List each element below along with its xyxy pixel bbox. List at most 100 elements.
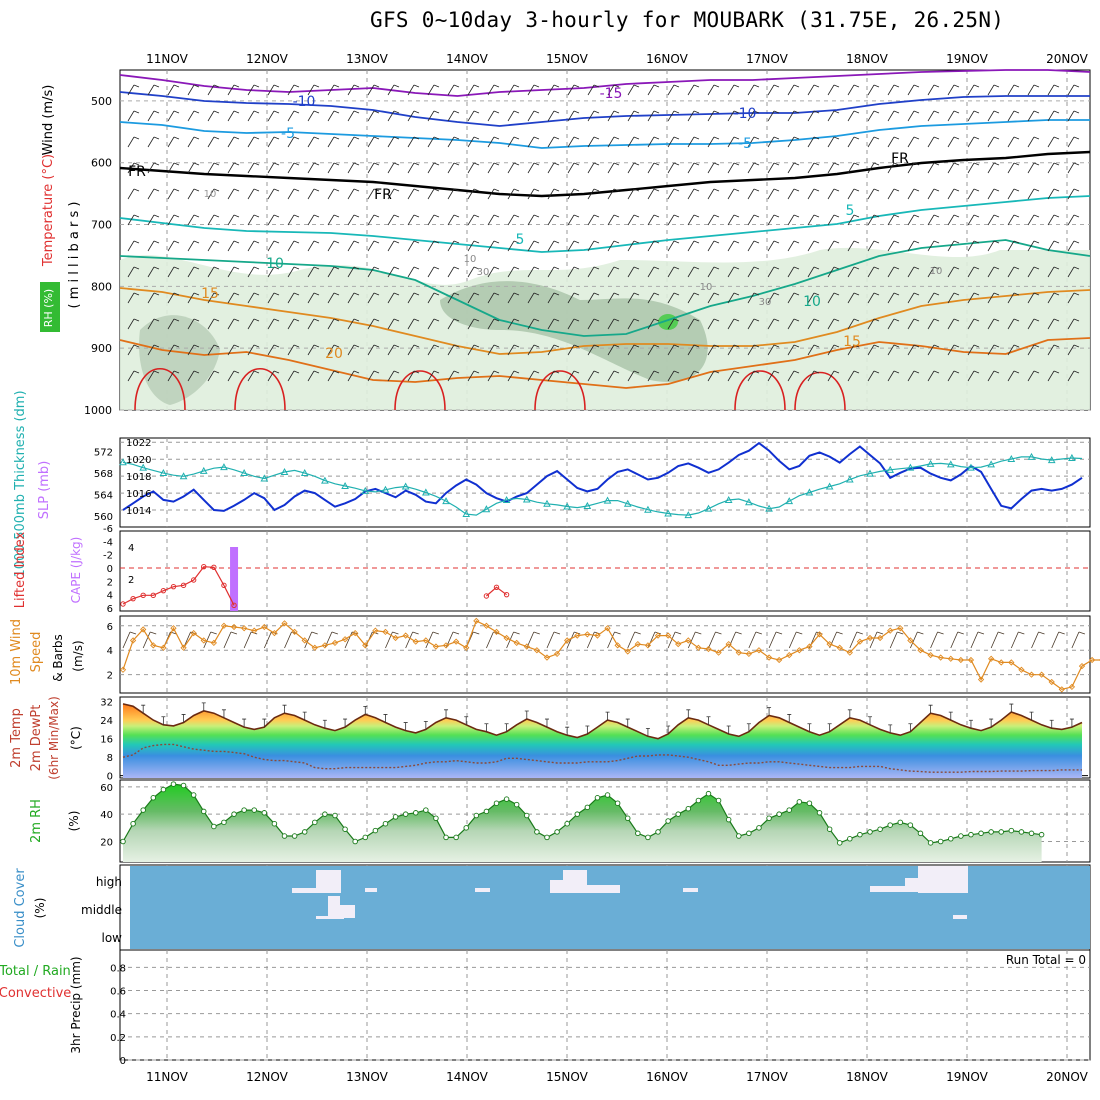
wind-speed-point [957, 656, 964, 664]
wind-barb [287, 292, 300, 304]
wind-barb [127, 188, 140, 200]
wind-barb [487, 240, 500, 252]
temperature-minmax [726, 725, 731, 735]
wind-barb [727, 266, 740, 278]
wind-speed-point [281, 620, 288, 627]
wind-barb [527, 214, 540, 226]
wind-barb [947, 344, 960, 356]
temperature-contour [119, 69, 1091, 97]
wind10-axis-label-c: & Barbs [51, 634, 65, 682]
wind-barb [1027, 240, 1040, 252]
rh-point [342, 826, 348, 832]
wind-speed-point [321, 642, 329, 649]
wind-barb [127, 370, 140, 382]
rh-point [130, 820, 136, 827]
wind-barb [867, 110, 880, 122]
wind-barb [567, 84, 580, 96]
temperature-minmax [221, 709, 226, 718]
wind-barb [247, 240, 260, 252]
wind-barb [187, 318, 200, 330]
wind-barb [887, 110, 900, 122]
rh-point [412, 810, 419, 816]
wind-barb [627, 370, 640, 382]
thickness-tick-label: 572 [94, 447, 113, 458]
wind-barb [607, 240, 620, 252]
wind-barb [407, 162, 420, 174]
dewpoint-line [122, 743, 1082, 773]
thickness-marker [522, 495, 531, 503]
rh-point [776, 811, 782, 817]
wind-barb [467, 318, 480, 330]
wind-barb [387, 84, 400, 96]
wind-barb [327, 162, 340, 174]
lifted-axis-label: Lifted Index [13, 531, 28, 608]
wind-barb [887, 188, 900, 200]
wind-barb [367, 136, 380, 148]
wind-barb [147, 84, 160, 96]
wind-barb-10m [486, 631, 500, 649]
wind-barb [887, 370, 900, 382]
wind-barb [207, 292, 220, 304]
temperature-minmax [524, 710, 529, 719]
wind-speed-point [1018, 666, 1025, 673]
wind-barb [127, 292, 140, 304]
wind-speed-point [695, 644, 702, 651]
temperature-minmax [706, 716, 711, 725]
wind-barb [907, 318, 920, 330]
wind-barb [547, 188, 560, 200]
wind-barb [1007, 266, 1020, 278]
wind-barb-10m [405, 631, 419, 649]
precip-tick-label: 0.4 [110, 1010, 126, 1021]
wind-barb [1027, 318, 1040, 330]
wind-barb [1067, 214, 1080, 226]
wind-barb [867, 162, 880, 174]
wind-barb [747, 188, 760, 200]
wind-speed-point [452, 638, 460, 645]
wind-speed-point [897, 625, 904, 632]
temperature-minmax [666, 725, 671, 735]
wind-barb [467, 136, 480, 148]
wind-barb [747, 318, 760, 330]
temperature-axis-label: Temperature (°C) [41, 154, 56, 267]
rh-point [271, 820, 278, 827]
rh-point [877, 826, 883, 832]
temperature-fill [123, 703, 1082, 778]
wind-barb [327, 370, 340, 382]
wind-barb [267, 266, 280, 278]
temperature-contour [119, 91, 1090, 127]
temperature-contour [119, 337, 1091, 389]
wind-barb-10m [223, 631, 238, 649]
lifted-index-point [211, 564, 217, 571]
wind-barb [1047, 214, 1060, 226]
wind-barb [687, 370, 700, 382]
wind-barb [707, 214, 720, 226]
thickness-marker [442, 497, 450, 505]
wind-barb [927, 344, 940, 356]
wind-barb [227, 162, 240, 174]
temperature-minmax [1069, 718, 1074, 728]
x-tick-label-bottom: 11NOV [146, 1070, 188, 1084]
wind-barb [247, 188, 260, 200]
wind-barb [447, 240, 460, 252]
lifted-tick-label: -6 [103, 524, 113, 535]
rh-point [756, 825, 762, 831]
wind-barb [567, 162, 580, 174]
wind-barb [287, 344, 300, 356]
wind-barb [707, 344, 720, 356]
wind-barb [427, 318, 440, 330]
wind-speed-point [503, 634, 510, 642]
wind-barb [287, 318, 300, 330]
wind-barb [647, 370, 660, 382]
wind-barb [507, 188, 520, 200]
temperature-minmax [968, 719, 973, 729]
wind-speed-point [241, 625, 248, 632]
wind-barb-10m [385, 631, 399, 649]
lifted-tick-label: 6 [107, 604, 113, 615]
wind-barb [267, 292, 280, 304]
wind-barb [227, 370, 240, 382]
wind-barb [747, 84, 760, 96]
wind-barb [287, 188, 300, 200]
wind-barb [987, 136, 1000, 148]
wind-barb [687, 240, 700, 252]
wind-barb [147, 370, 160, 382]
